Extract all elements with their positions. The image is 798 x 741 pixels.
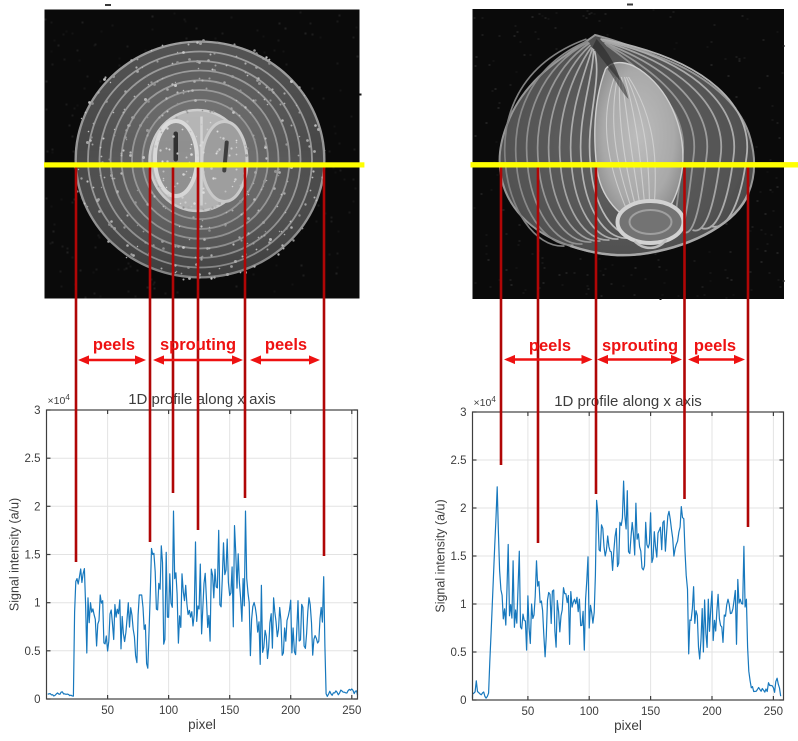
svg-text:0.5: 0.5 xyxy=(25,646,41,658)
svg-text:pixel: pixel xyxy=(614,718,642,733)
svg-text:1D profile along x axis: 1D profile along x axis xyxy=(554,393,702,410)
svg-text:peels: peels xyxy=(529,337,571,355)
svg-text:Signal intensity (a/u): Signal intensity (a/u) xyxy=(434,499,448,612)
svg-text:peels: peels xyxy=(265,336,307,354)
svg-text:×104: ×104 xyxy=(48,393,71,407)
svg-text:×104: ×104 xyxy=(474,395,497,409)
svg-text:2: 2 xyxy=(34,501,40,513)
svg-text:0.5: 0.5 xyxy=(451,647,467,659)
svg-text:200: 200 xyxy=(281,705,300,717)
svg-text:1.5: 1.5 xyxy=(25,550,41,562)
svg-text:0: 0 xyxy=(34,694,40,706)
svg-text:2.5: 2.5 xyxy=(25,453,41,465)
svg-text:2: 2 xyxy=(460,503,466,515)
svg-text:peels: peels xyxy=(694,337,736,355)
svg-text:sprouting: sprouting xyxy=(160,336,236,354)
svg-text:1: 1 xyxy=(460,599,466,611)
svg-text:sprouting: sprouting xyxy=(602,337,678,355)
svg-text:50: 50 xyxy=(101,705,114,717)
svg-text:Signal intensity (a/u): Signal intensity (a/u) xyxy=(8,498,22,611)
svg-text:1.5: 1.5 xyxy=(451,551,467,563)
svg-text:3: 3 xyxy=(34,405,40,417)
svg-text:200: 200 xyxy=(702,706,721,718)
svg-text:150: 150 xyxy=(220,705,239,717)
svg-text:250: 250 xyxy=(342,705,361,717)
svg-text:1: 1 xyxy=(34,598,40,610)
svg-text:100: 100 xyxy=(159,705,178,717)
svg-text:100: 100 xyxy=(580,706,599,718)
svg-text:3: 3 xyxy=(460,407,466,419)
svg-text:pixel: pixel xyxy=(188,717,216,732)
svg-text:50: 50 xyxy=(522,706,535,718)
svg-text:250: 250 xyxy=(764,706,783,718)
svg-text:0: 0 xyxy=(460,695,466,707)
svg-text:peels: peels xyxy=(93,336,135,354)
svg-text:1D profile along x axis: 1D profile along x axis xyxy=(128,391,276,408)
svg-text:150: 150 xyxy=(641,706,660,718)
svg-text:2.5: 2.5 xyxy=(451,455,467,467)
